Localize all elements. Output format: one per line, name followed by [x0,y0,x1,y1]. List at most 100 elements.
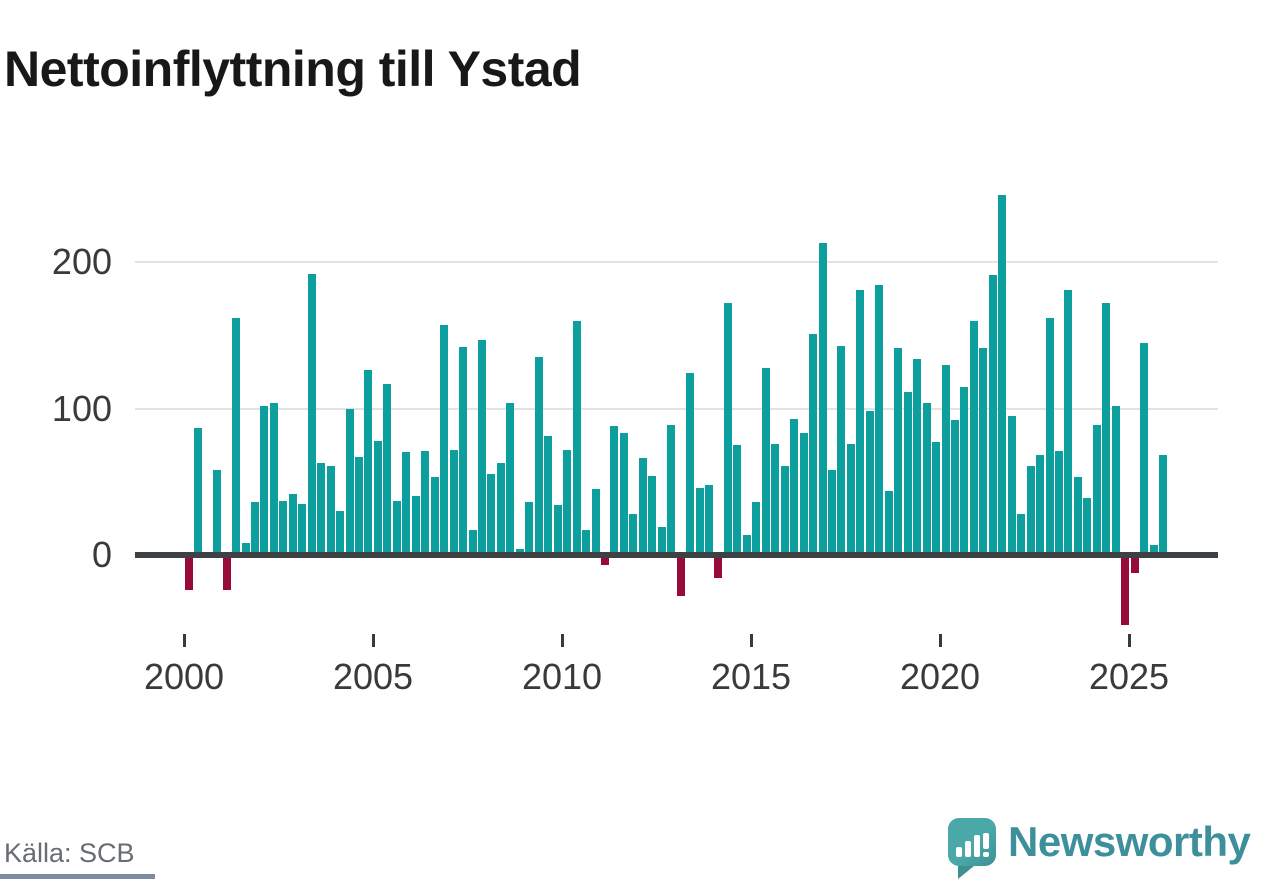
bar-2003Q2 [307,273,316,555]
gridline-200 [135,261,1218,263]
bar-2021Q4 [1007,415,1016,555]
bar-2011Q3 [619,433,628,555]
bar-2013Q3 [695,487,704,555]
bar-2008Q2 [496,462,505,555]
bar-2001Q2 [232,317,240,555]
bar-2022Q3 [1036,455,1045,555]
newsworthy-logo-icon [948,818,996,879]
bar-2014Q3 [733,445,742,555]
x-tick-2020 [939,634,942,647]
bar-2021Q1 [979,348,988,555]
bar-2023Q4 [1083,497,1092,555]
logo-bar-tall [974,835,980,857]
bar-2025Q1 [1130,555,1139,573]
bar-2012Q3 [657,527,666,555]
bar-2016Q1 [790,418,799,555]
bar-2005Q2 [383,383,392,555]
bar-2013Q4 [705,484,713,555]
logo-bar-medium [965,841,971,857]
bar-2016Q2 [799,433,808,555]
bar-2000Q2 [194,427,203,555]
bar-2001Q1 [222,555,231,591]
bar-2015Q2 [761,367,770,555]
y-axis-label-100: 100 [51,388,112,429]
bar-2018Q2 [875,285,884,555]
bar-2020Q2 [950,420,959,555]
bar-2013Q1 [676,555,685,596]
bar-2007Q3 [468,530,477,555]
bar-2020Q4 [969,320,978,555]
bar-2017Q2 [837,345,846,555]
bar-2008Q1 [487,474,496,555]
bar-2006Q4 [440,325,449,555]
bar-2021Q2 [988,275,997,555]
x-tick-2015 [750,634,753,647]
x-axis-label-2005: 2005 [332,656,414,697]
bar-2013Q2 [686,373,695,555]
bar-2003Q1 [298,503,307,555]
bar-2007Q1 [449,449,458,555]
gridline-100 [135,408,1218,410]
bar-2004Q4 [364,370,373,555]
x-axis-label-2010: 2010 [521,656,603,697]
bar-2004Q1 [336,511,345,556]
bar-2011Q4 [629,514,638,555]
bar-2009Q2 [534,357,543,555]
exclamation-icon [983,833,989,857]
bar-2010Q3 [582,530,590,555]
bar-2002Q4 [288,493,297,555]
bar-2015Q1 [752,502,761,555]
bar-2015Q3 [771,443,780,555]
bar-2005Q3 [392,500,401,555]
bar-2019Q4 [932,442,940,555]
bar-2003Q4 [326,465,335,555]
bar-2017Q1 [827,470,836,555]
bar-chart-icon [956,833,989,857]
bar-2007Q2 [459,347,467,555]
logo-bar-small [956,847,962,857]
bar-2010Q2 [572,320,581,555]
bar-2018Q3 [884,490,893,555]
bar-2012Q2 [648,475,657,555]
y-axis-label-200: 200 [51,241,112,282]
zero-axis-line [135,552,1218,558]
bar-2011Q2 [610,426,619,555]
bar-2024Q2 [1102,303,1111,555]
x-axis-label-2020: 2020 [899,656,981,697]
bar-2019Q1 [903,392,912,555]
bar-2004Q2 [345,408,354,555]
bar-2008Q3 [506,402,515,555]
bar-2020Q3 [960,386,969,555]
x-axis-label-2025: 2025 [1088,656,1170,697]
bar-2024Q3 [1111,405,1120,555]
brand-color-strip [0,874,155,879]
bar-2014Q2 [723,303,732,555]
bar-2019Q3 [922,402,931,555]
bar-2005Q1 [373,440,382,555]
bar-2023Q2 [1064,289,1073,555]
bar-2009Q4 [553,505,562,555]
bar-2002Q1 [260,405,269,555]
bar-2005Q4 [402,452,411,555]
bar-2025Q3 [1149,544,1158,555]
bar-2012Q4 [667,424,676,555]
bar-2012Q1 [638,458,647,555]
x-tick-2025 [1128,634,1131,647]
bar-2019Q2 [913,358,922,555]
x-axis-label-2015: 2015 [710,656,792,697]
bar-2016Q4 [818,243,827,555]
bar-2009Q3 [544,436,553,555]
bar-2001Q4 [250,502,259,555]
bar-2018Q4 [894,348,903,555]
bar-2004Q3 [355,456,363,555]
bar-2006Q1 [411,496,420,555]
newsworthy-logo[interactable]: Newsworthy [946,816,1262,879]
bar-2002Q2 [269,402,278,555]
bar-2000Q4 [213,470,222,555]
bar-2001Q3 [241,543,250,555]
bar-2016Q3 [809,333,817,555]
bar-2024Q4 [1121,555,1130,626]
bar-2003Q3 [317,462,326,555]
page-title: Nettoinflyttning till Ystad [4,40,582,97]
